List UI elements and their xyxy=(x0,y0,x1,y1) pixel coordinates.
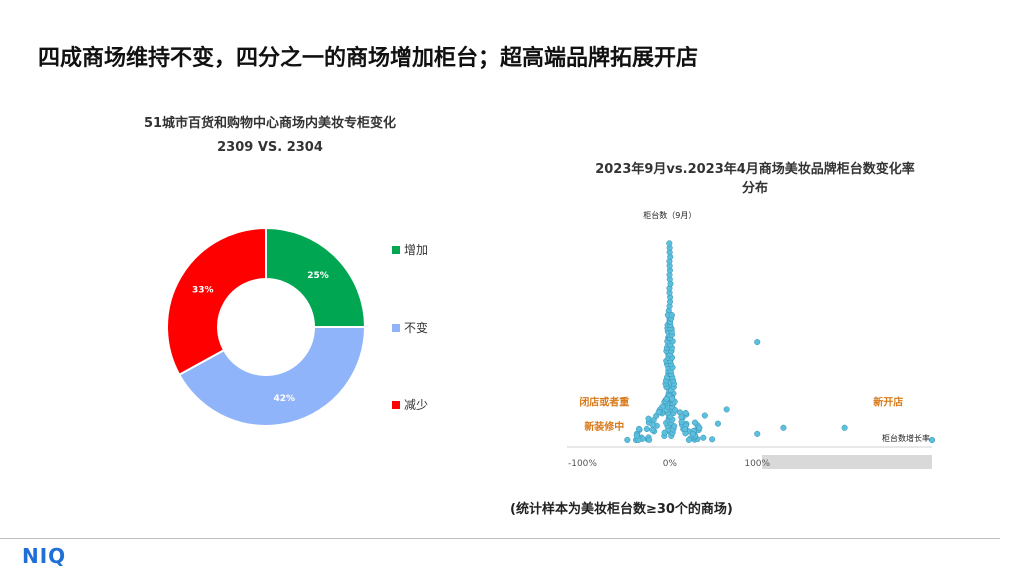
scatter-point xyxy=(754,430,761,437)
scatter-point xyxy=(678,418,685,425)
legend-swatch xyxy=(392,245,400,254)
scatter-point xyxy=(700,434,707,441)
legend-label: 不变 xyxy=(404,321,429,335)
footnote: (统计样本为美妆柜台数≥30个的商场) xyxy=(510,502,733,517)
scatter-point xyxy=(663,395,670,402)
annotation-2: 新开店 xyxy=(873,395,903,408)
scatter-point xyxy=(661,429,668,436)
scatter-point xyxy=(646,436,653,443)
scatter-point xyxy=(635,425,643,432)
page-title: 四成商场维持不变，四分之一的商场增加柜台；超高端品牌拓展开店 xyxy=(38,46,699,71)
scatter-point xyxy=(633,432,640,439)
scatter-point xyxy=(624,436,631,443)
legend-swatch xyxy=(392,400,400,409)
scatter-point xyxy=(928,436,936,444)
niq-logo: NIQ xyxy=(22,544,67,568)
axis-band xyxy=(762,455,932,469)
scatter-point xyxy=(668,312,675,319)
annotation-0: 闭店或者重 xyxy=(579,395,629,408)
scatter-point xyxy=(669,395,676,402)
x-tick-label: -100% xyxy=(568,459,597,469)
donut-slice-label-1: 42% xyxy=(274,394,296,404)
x-tick-label: 100% xyxy=(744,459,770,469)
y-axis-title: 柜台数（9月） xyxy=(643,210,696,220)
scatter-point xyxy=(841,424,848,431)
scatter-point xyxy=(681,426,688,433)
scatter-point xyxy=(649,427,656,434)
scatter-point xyxy=(709,436,716,443)
scatter-point xyxy=(649,421,656,428)
scatter-point xyxy=(696,424,703,431)
scatter-point xyxy=(754,339,761,346)
bottom-divider xyxy=(0,538,1000,539)
scatter-point xyxy=(682,409,689,417)
legend-swatch xyxy=(392,323,400,332)
donut-chart-subtitle: 2309 VS. 2304 xyxy=(217,140,323,155)
legend-item-0: 增加 xyxy=(392,241,428,258)
donut-slice-0 xyxy=(265,226,367,328)
scatter-point xyxy=(655,409,662,416)
x-tick-label: 0% xyxy=(663,459,678,469)
legend-label: 增加 xyxy=(404,243,429,257)
scatter-point xyxy=(780,424,787,431)
scatter-chart-title: 2023年9月vs.2023年4月商场美妆品牌柜台数变化率分布 xyxy=(595,162,915,196)
donut-slice-2 xyxy=(166,226,267,377)
scatter-point xyxy=(701,412,708,419)
legend-item-2: 减少 xyxy=(392,396,428,413)
legend-item-1: 不变 xyxy=(392,319,428,336)
annotation-1: 新装修中 xyxy=(584,420,624,433)
scatter-point xyxy=(714,420,721,427)
scatter-point xyxy=(645,415,652,422)
x-axis-title: 柜台数增长率 xyxy=(882,433,930,443)
scatter-point xyxy=(685,436,692,443)
scatter-point xyxy=(666,240,673,247)
donut-slice-label-2: 33% xyxy=(192,286,214,296)
scatter-point xyxy=(691,419,699,426)
donut-slice-label-0: 25% xyxy=(307,271,329,281)
donut-chart-title: 51城市百货和购物中心商场内美妆专柜变化 2309 VS. 2304 xyxy=(60,112,480,160)
donut-slice-1 xyxy=(177,326,367,427)
scatter-point xyxy=(723,406,730,413)
scatter-point xyxy=(689,431,696,438)
scatter-point xyxy=(643,425,650,433)
legend-label: 减少 xyxy=(404,398,429,412)
donut-chart-title-line1: 51城市百货和购物中心商场内美妆专柜变化 xyxy=(143,116,397,131)
